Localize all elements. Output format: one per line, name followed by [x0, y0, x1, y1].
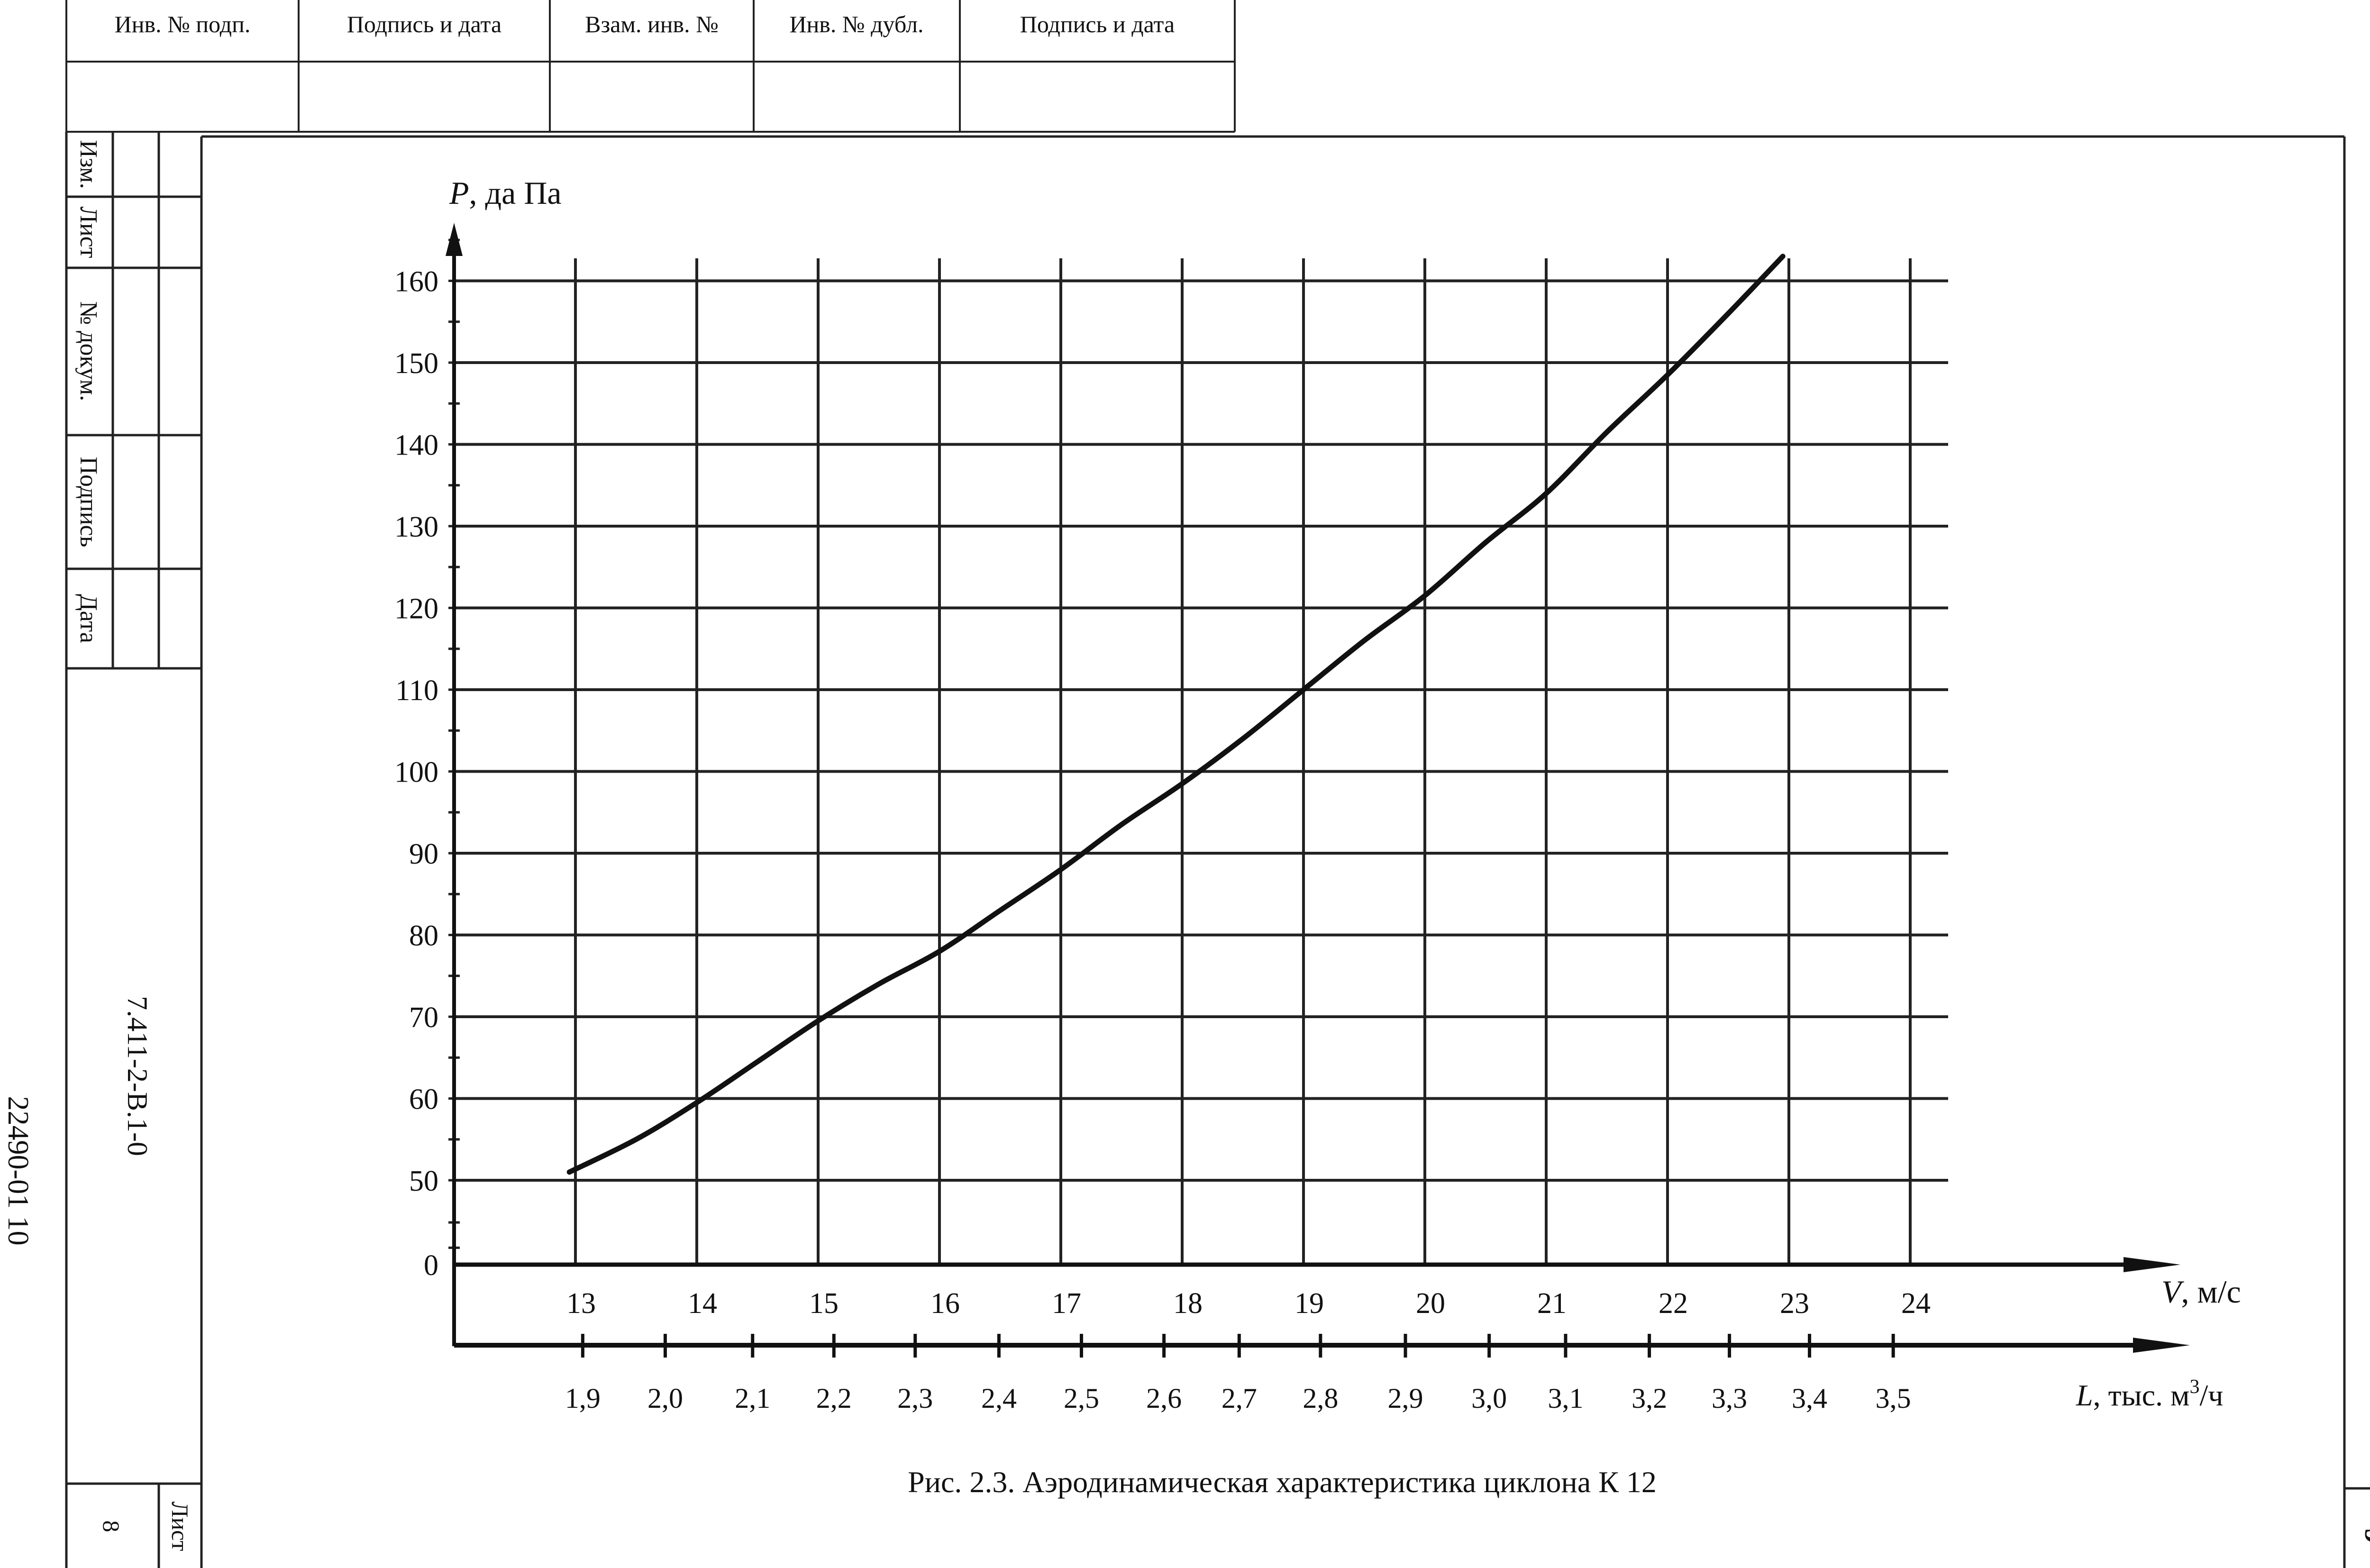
y-tick-label: 60 [409, 1084, 438, 1116]
y-tick-label: 140 [394, 429, 438, 462]
x2-tick-label: 2,7 [1221, 1383, 1257, 1414]
x2-tick-label: 3,2 [1632, 1383, 1667, 1414]
page-number: 9 [2359, 1528, 2370, 1543]
x-tick-label: 15 [809, 1287, 839, 1320]
x2-tick-label: 2,9 [1388, 1383, 1423, 1414]
x-tick-label: 21 [1537, 1287, 1567, 1320]
x2-tick-label: 3,0 [1471, 1383, 1507, 1414]
x-axis-arrow [2124, 1257, 2180, 1272]
x-tick-label: 20 [1416, 1287, 1445, 1320]
chart-axes [446, 223, 2190, 1358]
y-tick-label: 80 [409, 920, 438, 952]
x2-tick-label: 2,8 [1303, 1383, 1338, 1414]
figure-caption: Рис. 2.3. Аэродинамическая характеристик… [908, 1465, 1657, 1499]
stamp-label-data: Дата [75, 594, 102, 643]
y-tick-label: 100 [394, 757, 438, 789]
y-tick-label: 160 [394, 266, 438, 298]
x-tick-label: 13 [566, 1287, 596, 1320]
y-axis-arrow [446, 223, 463, 256]
x2-tick-label: 1,9 [565, 1383, 601, 1414]
x2-tick-label: 3,1 [1548, 1383, 1583, 1414]
y-tick-label: 0 [424, 1249, 438, 1282]
stamp-header-inv-dubl: Инв. № дубл. [789, 11, 923, 37]
y-tick-label: 150 [394, 347, 438, 380]
drawing-frame [65, 132, 2370, 1568]
stamp-header-podpis-data: Подпись и дата [347, 11, 501, 37]
y-axis-title: P, да Па [449, 175, 562, 211]
x2-tick-label: 3,3 [1712, 1383, 1747, 1414]
x2-tick-label: 2,6 [1146, 1383, 1182, 1414]
x-tick-label: 24 [1901, 1287, 1931, 1320]
aerodynamic-chart: 0 50 60 70 80 90 100 110 120 130 140 150 160 13 14 15 16… [394, 175, 2241, 1414]
sheet-label: Лист [167, 1502, 193, 1551]
y-tick-label: 110 [395, 675, 438, 707]
x-tick-label: 16 [930, 1287, 960, 1320]
top-stamp-table [65, 0, 1236, 133]
x2-axis-arrow [2133, 1338, 2190, 1353]
stamp-label-izm: Изм. [75, 140, 102, 189]
stamp-label-dokum: № докум. [75, 301, 102, 401]
y-tick-label: 70 [409, 1002, 438, 1034]
x-tick-label: 17 [1052, 1287, 1081, 1320]
y-tick-label: 90 [409, 838, 438, 870]
y-tick-label: 50 [409, 1165, 438, 1197]
stamp-header-inv-podp: Инв. № подп. [115, 11, 251, 37]
x-tick-label: 18 [1173, 1287, 1203, 1320]
stamp-header-podpis-data-2: Подпись и дата [1020, 11, 1175, 37]
stamp-header-vzam-inv: Взам. инв. № [585, 11, 719, 37]
y-tick-label: 120 [394, 593, 438, 625]
x-tick-label: 19 [1294, 1287, 1324, 1320]
chart-grid [454, 258, 1948, 1265]
x2-tick-label: 3,4 [1792, 1383, 1827, 1414]
x2-tick-label: 2,0 [647, 1383, 683, 1414]
x-tick-label: 14 [688, 1287, 717, 1320]
x2-tick-label: 3,5 [1876, 1383, 1911, 1414]
stamp-label-list: Лист [75, 207, 102, 258]
archive-code: 22490-01 10 [2, 1096, 34, 1245]
x2-tick-label: 2,5 [1064, 1383, 1099, 1414]
x-axis-title: V, м/с [2161, 1274, 2241, 1310]
sheet-number: 8 [98, 1521, 125, 1532]
document-code: 7.411-2-В.1-0 [122, 996, 153, 1156]
x2-tick-label: 2,4 [981, 1383, 1017, 1414]
x2-axis-title: L, тыс. м3/ч [2076, 1376, 2223, 1412]
series-curve [566, 254, 1786, 1175]
x2-tick-label: 2,1 [735, 1383, 770, 1414]
x-tick-label: 23 [1780, 1287, 1809, 1320]
stamp-label-podpis: Подпись [75, 457, 102, 547]
y-tick-label: 130 [394, 511, 438, 543]
x2-tick-label: 2,3 [897, 1383, 933, 1414]
x2-tick-label: 2,2 [816, 1383, 852, 1414]
chart-tick-labels: 0 50 60 70 80 90 100 110 120 130 140 150 160 13 14 15 16… [394, 266, 1931, 1414]
x-tick-label: 22 [1659, 1287, 1688, 1320]
